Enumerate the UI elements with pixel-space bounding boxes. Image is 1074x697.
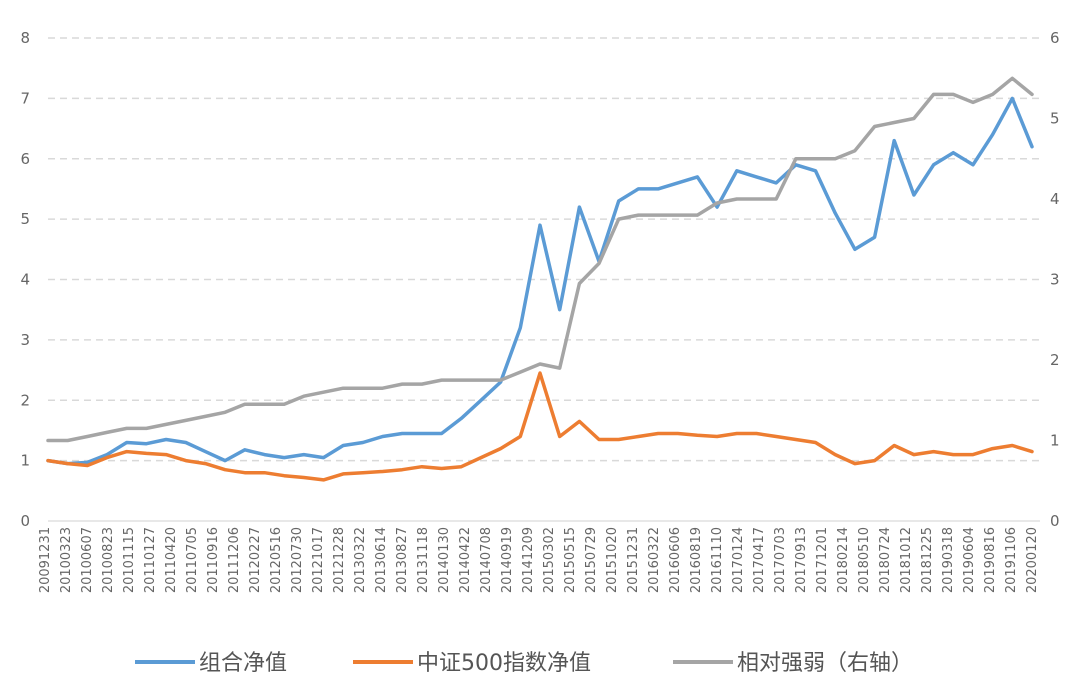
x-tick-label: 20191106 [1004, 527, 1019, 593]
x-tick-label: 20161110 [710, 527, 725, 593]
series-line-3 [46, 76, 1034, 443]
x-tick-label: 20200120 [1025, 527, 1040, 593]
x-tick-label: 20130322 [353, 527, 368, 593]
x-tick-label: 20130614 [374, 527, 389, 593]
right-tick-label: 6 [1050, 29, 1060, 47]
series-lines [46, 76, 1034, 482]
legend-label: 相对强弱（右轴） [737, 651, 913, 676]
left-tick-label: 0 [20, 512, 30, 530]
x-tick-label: 20181225 [920, 527, 935, 593]
x-tick-label: 20180724 [878, 527, 893, 593]
x-tick-label: 20190318 [941, 527, 956, 593]
right-tick-label: 0 [1050, 512, 1060, 530]
x-tick-label: 20170417 [752, 527, 767, 593]
legend-label: 中证500指数净值 [417, 651, 591, 676]
x-tick-label: 20140708 [479, 527, 494, 593]
x-tick-label: 20150302 [542, 527, 557, 593]
left-tick-label: 2 [20, 391, 30, 409]
x-tick-label: 20150729 [584, 527, 599, 593]
right-tick-label: 1 [1050, 432, 1060, 450]
x-tick-label: 20180214 [836, 527, 851, 593]
x-tick-label: 20120227 [248, 527, 263, 593]
x-tick-label: 20110127 [143, 527, 158, 593]
x-tick-label: 20100823 [101, 527, 116, 593]
x-tick-label: 20190604 [962, 527, 977, 593]
gridlines [48, 37, 1040, 522]
x-tick-label: 20180510 [857, 527, 872, 593]
x-axis: 20091231 20100323 20100607 20100823 20101115… [38, 527, 1040, 593]
x-tick-label: 20151020 [605, 527, 620, 593]
x-tick-label: 20181012 [899, 527, 914, 593]
x-tick-label: 20120730 [290, 527, 305, 593]
right-tick-label: 5 [1050, 110, 1060, 128]
x-tick-label: 20151231 [626, 527, 641, 593]
x-tick-label: 20121017 [311, 527, 326, 593]
x-tick-label: 20091231 [38, 527, 53, 593]
x-tick-label: 20160819 [689, 527, 704, 593]
x-tick-label: 20160606 [668, 527, 683, 593]
x-tick-label: 20121228 [332, 527, 347, 593]
x-tick-label: 20170703 [773, 527, 788, 593]
series-line-2 [46, 371, 1034, 482]
left-tick-label: 5 [20, 210, 30, 228]
legend-label: 组合净值 [199, 651, 287, 676]
series-line-1 [46, 96, 1034, 466]
x-tick-label: 20100607 [80, 527, 95, 593]
x-tick-label: 20101115 [122, 527, 137, 593]
x-tick-label: 20140130 [437, 527, 452, 593]
x-tick-label: 20130827 [395, 527, 410, 593]
right-tick-label: 3 [1050, 271, 1060, 289]
x-tick-label: 20170124 [731, 527, 746, 593]
x-tick-label: 20140919 [500, 527, 515, 593]
left-tick-label: 3 [20, 331, 30, 349]
x-tick-label: 20150515 [563, 527, 578, 593]
x-tick-label: 20111206 [227, 527, 242, 593]
right-tick-label: 2 [1050, 351, 1060, 369]
right-tick-label: 4 [1050, 190, 1060, 208]
x-tick-label: 20141209 [521, 527, 536, 593]
x-tick-label: 20120516 [269, 527, 284, 593]
x-tick-label: 20171201 [815, 527, 830, 593]
x-tick-label: 20190816 [983, 527, 998, 593]
legend: 组合净值 中证500指数净值 相对强弱（右轴） [135, 651, 913, 676]
left-tick-label: 7 [20, 89, 30, 107]
x-tick-label: 20160322 [647, 527, 662, 593]
x-tick-label: 20110705 [185, 527, 200, 593]
left-tick-label: 4 [20, 271, 30, 289]
x-tick-label: 20110420 [164, 527, 179, 593]
x-tick-label: 20131118 [416, 527, 431, 593]
x-tick-label: 20140422 [458, 527, 473, 593]
right-y-axis: 0 1 2 3 4 5 6 [1050, 29, 1060, 530]
x-tick-label: 20170913 [794, 527, 809, 593]
left-tick-label: 6 [20, 150, 30, 168]
left-tick-label: 8 [20, 29, 30, 47]
left-y-axis: 0 1 2 3 4 5 6 7 8 [20, 29, 30, 530]
x-tick-label: 20110916 [206, 527, 221, 593]
x-tick-label: 20100323 [59, 527, 74, 593]
left-tick-label: 1 [20, 452, 30, 470]
